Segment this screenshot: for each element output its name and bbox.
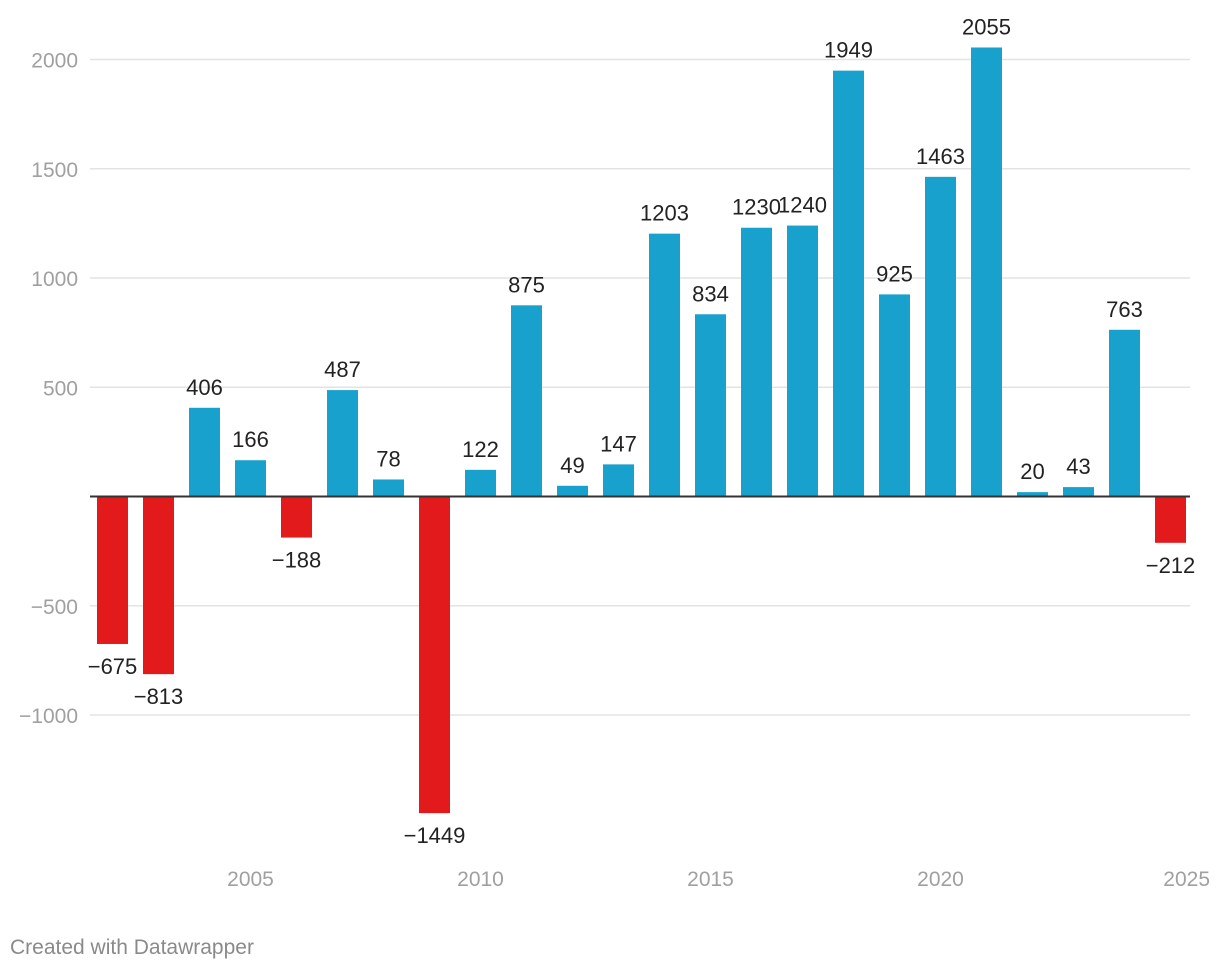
bar-2015 xyxy=(695,314,726,497)
bar-2019 xyxy=(879,294,910,497)
value-label-2014: 1203 xyxy=(640,201,689,226)
value-labels: −675 −813 406 166 −188 487 78 −1449 122 875 49 147 1… xyxy=(88,14,1196,848)
value-label-2005: 166 xyxy=(232,427,269,452)
y-tick-label: −1000 xyxy=(19,705,78,728)
bar-2023 xyxy=(1063,487,1094,497)
value-label-2019: 925 xyxy=(876,261,913,286)
value-label-2024: 763 xyxy=(1106,297,1143,322)
bar-2022 xyxy=(1017,492,1048,497)
bar-2004 xyxy=(189,407,220,497)
bar-2025 xyxy=(1155,496,1186,543)
bar-2012 xyxy=(557,485,588,497)
bars xyxy=(97,47,1186,814)
bar-2018 xyxy=(833,70,864,497)
bar-2007 xyxy=(327,390,358,497)
value-label-2004: 406 xyxy=(186,375,223,400)
x-tick-label: 2020 xyxy=(917,868,964,891)
bar-2017 xyxy=(787,225,818,497)
y-tick-label: 2000 xyxy=(31,50,78,73)
value-label-2017: 1240 xyxy=(778,193,827,218)
bar-2020 xyxy=(925,176,956,497)
x-tick-label: 2005 xyxy=(227,868,274,891)
value-label-2009: −1449 xyxy=(404,823,466,848)
y-tick-label: −500 xyxy=(31,596,78,619)
y-axis-ticks: 2000 1500 1000 500 −500 −1000 xyxy=(19,50,78,729)
value-label-2012: 49 xyxy=(560,453,584,478)
value-label-2018: 1949 xyxy=(824,38,873,63)
bar-2005 xyxy=(235,460,266,497)
value-label-2025: −212 xyxy=(1146,553,1196,578)
bar-2002 xyxy=(97,496,128,644)
value-label-2007: 487 xyxy=(324,357,361,382)
value-label-2002: −675 xyxy=(88,654,138,679)
x-axis-ticks: 2005 2010 2015 2020 2025 xyxy=(227,868,1210,891)
datawrapper-credit: Created with Datawrapper xyxy=(10,936,254,959)
bar-2014 xyxy=(649,233,680,497)
bar-2010 xyxy=(465,469,496,497)
value-label-2008: 78 xyxy=(376,446,400,471)
bar-2013 xyxy=(603,464,634,497)
bar-2006 xyxy=(281,496,312,538)
value-label-2006: −188 xyxy=(272,548,322,573)
value-label-2013: 147 xyxy=(600,431,637,456)
y-tick-label: 1500 xyxy=(31,159,78,182)
y-tick-label: 1000 xyxy=(31,268,78,291)
y-tick-label: 500 xyxy=(43,377,78,400)
value-label-2023: 43 xyxy=(1066,454,1090,479)
bar-2008 xyxy=(373,479,404,497)
bar-2021 xyxy=(971,47,1002,497)
value-label-2003: −813 xyxy=(134,684,184,709)
bar-2003 xyxy=(143,496,174,675)
value-label-2015: 834 xyxy=(692,281,729,306)
value-label-2016: 1230 xyxy=(732,195,781,220)
x-tick-label: 2015 xyxy=(687,868,734,891)
bar-2024 xyxy=(1109,329,1140,497)
grid-lines xyxy=(90,58,1190,716)
value-label-2021: 2055 xyxy=(962,14,1011,39)
x-tick-label: 2010 xyxy=(457,868,504,891)
bar-2011 xyxy=(511,305,542,497)
bar-2016 xyxy=(741,227,772,497)
bar-2009 xyxy=(419,496,450,814)
value-label-2010: 122 xyxy=(462,437,499,462)
value-label-2011: 875 xyxy=(508,272,545,297)
x-tick-label: 2025 xyxy=(1163,868,1210,891)
value-label-2020: 1463 xyxy=(916,144,965,169)
value-label-2022: 20 xyxy=(1020,459,1044,484)
